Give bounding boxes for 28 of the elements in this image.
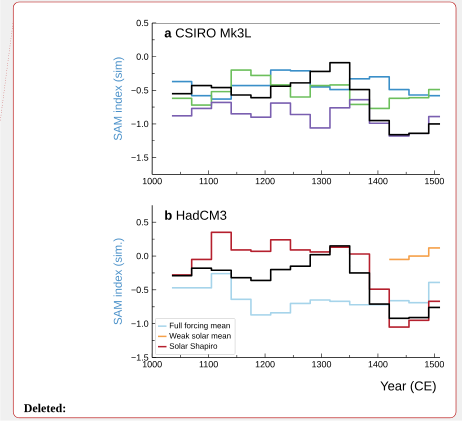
x-tick-label: 1400 [368, 361, 388, 368]
y-tick-label: 0.0 [136, 252, 148, 260]
x-tick-label: 1500 [425, 361, 444, 368]
x-tick-label: 1100 [200, 178, 218, 184]
y-axis-title: SAM index (sim.) [113, 238, 124, 325]
y-tick-label: −1.0 [131, 320, 148, 327]
x-tick-label: 1000 [142, 361, 162, 368]
x-tick-label: 1300 [312, 361, 332, 368]
chart-title: a CSIRO Mk3L [164, 28, 252, 38]
x-tick-label: 1100 [200, 361, 218, 368]
chart-title: b HadCM3 [165, 210, 226, 220]
y-tick-label: −1.0 [131, 120, 148, 128]
x-tick-label: 1200 [256, 361, 275, 368]
y-tick-label: −0.5 [131, 87, 148, 94]
y-tick-label: 0.5 [136, 219, 148, 226]
y-tick-label: −1.5 [131, 154, 148, 161]
x-tick-label: 1400 [368, 178, 388, 184]
x-axis-title: Year (CE) [380, 381, 436, 394]
x-tick-label: 1300 [312, 178, 332, 184]
y-tick-label: 0.0 [136, 54, 148, 60]
x-tick-label: 1000 [142, 178, 162, 184]
x-tick-label: 1500 [425, 178, 444, 184]
text: Deleted: [24, 404, 66, 412]
y-tick-label: −1.5 [131, 354, 148, 361]
y-axis-title: SAM index (sim) [113, 58, 124, 140]
y-tick-label: −0.5 [131, 286, 148, 294]
y-tick-label: 0.5 [136, 20, 148, 26]
x-tick-label: 1200 [256, 178, 275, 184]
